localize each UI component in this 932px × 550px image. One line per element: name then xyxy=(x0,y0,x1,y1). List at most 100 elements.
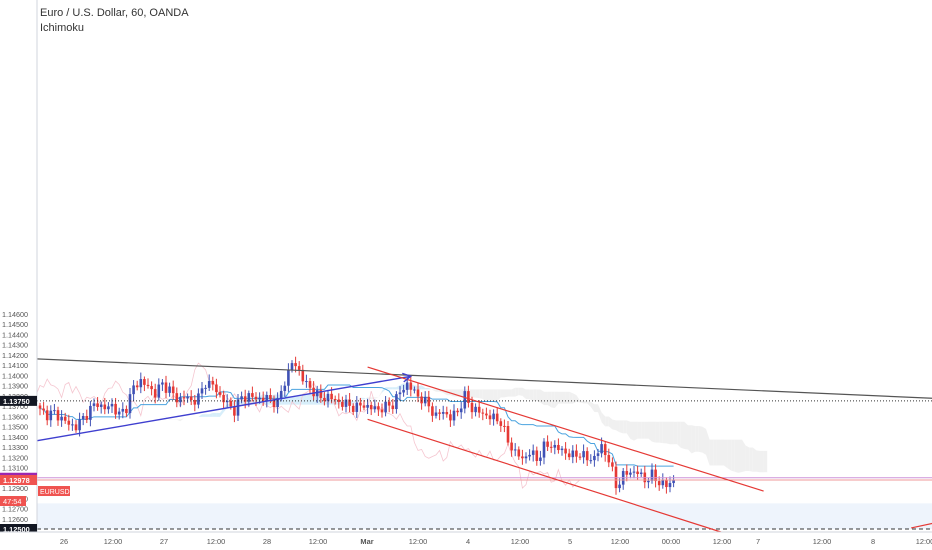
candle-body xyxy=(348,399,351,406)
candle-body xyxy=(488,415,492,420)
candle-body xyxy=(99,404,103,407)
kumo-cloud-segment xyxy=(742,439,746,472)
candle-body xyxy=(211,381,215,385)
y-tick-label: 1.14600 xyxy=(2,310,28,319)
kumo-cloud-segment xyxy=(533,389,537,401)
candle-body xyxy=(146,384,150,387)
kumo-cloud-segment xyxy=(475,389,480,399)
x-tick-label: 00:00 xyxy=(662,537,681,546)
kumo-cloud-segment xyxy=(644,421,649,439)
candle-body xyxy=(557,444,560,451)
candle-body xyxy=(398,392,402,395)
candle-body xyxy=(373,406,377,410)
candle-body xyxy=(560,448,564,451)
symbol-tag-box xyxy=(38,486,70,497)
candle-body xyxy=(413,389,416,391)
kumo-cloud-segment xyxy=(490,389,494,402)
candle-body xyxy=(362,405,366,408)
candle-body xyxy=(89,405,92,420)
candle-body xyxy=(535,450,539,461)
candle-body xyxy=(128,394,132,414)
candle-body xyxy=(571,450,575,458)
candle-body xyxy=(510,442,513,451)
candle-body xyxy=(308,381,312,388)
x-tick-label: 12:00 xyxy=(207,537,226,546)
candle-body xyxy=(71,424,74,426)
kumo-cloud-segment xyxy=(680,421,685,449)
candle-body xyxy=(279,390,283,399)
candle-body xyxy=(53,410,56,412)
x-tick-label: 5 xyxy=(568,537,572,546)
chart-title[interactable]: Euro / U.S. Dollar, 60, OANDA xyxy=(40,7,189,19)
candle-body xyxy=(600,444,603,454)
candle-body xyxy=(197,393,200,405)
kumo-cloud-segment xyxy=(378,390,382,398)
kumo-cloud-segment xyxy=(176,419,181,422)
kumo-cloud-segment xyxy=(569,391,573,404)
channel-lower-line xyxy=(367,418,728,535)
candle-body xyxy=(351,405,355,412)
countdown-text: 47:54 xyxy=(3,497,22,506)
kumo-cloud-segment xyxy=(497,389,501,402)
kumo-cloud-segment xyxy=(702,426,706,455)
kumo-cloud-segment xyxy=(529,389,534,401)
candle-body xyxy=(117,411,121,415)
kumo-cloud-segment xyxy=(738,439,742,473)
kumo-cloud-segment xyxy=(565,391,570,404)
candle-body xyxy=(672,479,675,484)
candle-body xyxy=(265,395,269,401)
x-tick-label: 26 xyxy=(60,537,68,546)
support-trendline-arrow xyxy=(36,375,411,442)
kumo-cloud-segment xyxy=(601,412,606,427)
indicator-label[interactable]: Ichimoku xyxy=(40,22,85,34)
kumo-cloud-segment xyxy=(655,421,660,443)
x-tick-label: 12:00 xyxy=(611,537,630,546)
candle-body xyxy=(103,404,107,410)
candle-body xyxy=(150,386,153,390)
kumo-cloud-segment xyxy=(428,388,433,390)
x-tick-label: Mar xyxy=(360,537,373,546)
kumo-cloud-segment xyxy=(756,450,760,473)
candle-body xyxy=(668,483,672,488)
y-tick-label: 1.13900 xyxy=(2,382,28,391)
x-tick-label: 12:00 xyxy=(409,537,428,546)
candle-body xyxy=(420,396,423,404)
channel-upper-line xyxy=(367,366,764,492)
candle-body xyxy=(341,401,344,407)
candle-body xyxy=(607,455,611,463)
kumo-cloud-segment xyxy=(688,425,692,454)
candle-body xyxy=(459,408,463,413)
candle-body xyxy=(575,450,578,457)
candle-body xyxy=(236,399,240,416)
chart-legend: Euro / U.S. Dollar, 60, OANDA Ichimoku xyxy=(40,6,189,36)
kumo-cloud-segment xyxy=(511,387,516,397)
candle-body xyxy=(553,444,557,448)
x-tick-label: 12:00 xyxy=(511,537,530,546)
candle-body xyxy=(492,413,495,420)
candle-body xyxy=(517,449,521,457)
candle-body xyxy=(143,379,146,385)
kumo-cloud-segment xyxy=(659,421,663,444)
candle-body xyxy=(254,396,258,400)
candle-body xyxy=(585,451,589,461)
candle-body xyxy=(175,393,179,403)
candle-body xyxy=(467,391,470,403)
kumo-cloud-segment xyxy=(205,414,210,417)
candle-body xyxy=(359,402,362,406)
candle-body xyxy=(139,379,143,388)
price-label-box xyxy=(0,524,37,534)
kumo-cloud-segment xyxy=(634,421,638,441)
candle-body xyxy=(294,363,297,367)
candle-body xyxy=(132,385,135,395)
candle-body xyxy=(434,412,438,416)
candle-body xyxy=(312,387,315,397)
y-tick-label: 1.13600 xyxy=(2,412,28,421)
candle-body xyxy=(218,392,222,395)
candle-body xyxy=(632,471,636,473)
x-tick-label: 12:00 xyxy=(916,537,932,546)
kumo-cloud-segment xyxy=(598,404,602,423)
kumo-cloud-segment xyxy=(302,394,307,405)
candle-body xyxy=(81,416,85,420)
